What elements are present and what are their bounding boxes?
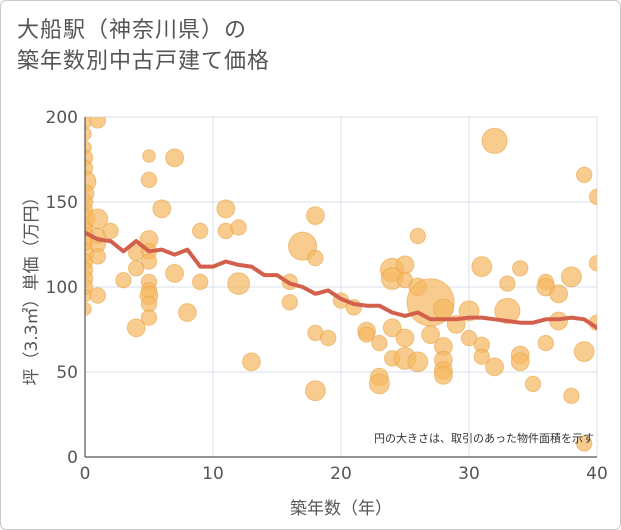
- x-tick-label: 10: [202, 464, 224, 484]
- bubble-point: [409, 227, 427, 245]
- bubble-point: [165, 263, 185, 283]
- bubble-point: [371, 334, 388, 352]
- bubble-point: [485, 357, 505, 377]
- bubble-point: [230, 219, 247, 236]
- bubble-size-note: 円の大きさは、取引のあった物件面積を示す: [374, 431, 594, 445]
- bubble-point: [140, 253, 158, 270]
- bubble-point: [368, 373, 390, 395]
- bubble-point: [588, 254, 597, 272]
- bubble-point: [524, 375, 542, 393]
- y-tick-label: 0: [67, 448, 78, 468]
- bubble-point: [165, 148, 185, 168]
- x-tick-label: 30: [458, 464, 480, 484]
- y-axis-label: 坪（3.3㎡）単価（万円）: [22, 188, 42, 385]
- bubble-point: [407, 351, 429, 373]
- bubble-point: [140, 171, 158, 189]
- bubble-point: [588, 188, 597, 206]
- bubble-point: [510, 352, 530, 372]
- x-tick-label: 0: [80, 464, 91, 484]
- bubble-point: [102, 222, 119, 240]
- bubble-point: [499, 275, 516, 292]
- tick-labels: 0 50 100 150 200 0 10 20 30 40: [46, 108, 608, 484]
- bubble-point: [494, 297, 521, 324]
- bubble-point: [281, 294, 299, 311]
- bubble-point: [573, 341, 595, 363]
- bubble-point: [89, 248, 107, 265]
- bubble-point: [152, 199, 172, 219]
- y-tick-label: 150: [46, 193, 78, 213]
- axes: [84, 117, 597, 458]
- bubble-point: [473, 348, 491, 365]
- x-axis-label: 築年数（年）: [290, 499, 392, 519]
- x-tick-label: 20: [330, 464, 352, 484]
- average-trend-line: [85, 230, 597, 330]
- bubble-point: [537, 334, 555, 352]
- bubble-point: [127, 260, 145, 277]
- chart-title-line-2: 築年数別中古戸建て価格: [17, 49, 271, 74]
- bubble-point: [126, 318, 146, 338]
- bubble-point: [89, 117, 107, 129]
- bubble-point: [395, 328, 415, 348]
- bubble-point: [432, 298, 454, 320]
- y-tick-label: 50: [56, 363, 78, 383]
- bubble-point: [177, 303, 197, 322]
- chart-title-line-1: 大船駅（神奈川県）の: [17, 18, 248, 43]
- bubble-point: [481, 127, 508, 154]
- bubble-point: [471, 256, 493, 278]
- bubble-point: [304, 380, 326, 402]
- bubble-point: [421, 325, 441, 345]
- bubble-point: [382, 318, 402, 338]
- bubble-point: [89, 287, 107, 304]
- bubble-point: [142, 149, 156, 163]
- x-tick-label: 40: [586, 464, 608, 484]
- trend-layer: [85, 230, 597, 330]
- bubble-point: [85, 302, 92, 316]
- bubble-point: [358, 326, 375, 343]
- bubble-point: [563, 387, 580, 405]
- bubble-point: [191, 222, 209, 240]
- bubble-point: [191, 273, 209, 291]
- bubble-point: [216, 199, 236, 219]
- bubble-point: [549, 284, 569, 304]
- chart-title: 大船駅（神奈川県）の 築年数別中古戸建て価格: [17, 15, 270, 77]
- bubble-point: [575, 166, 593, 184]
- bubble-point: [395, 255, 415, 275]
- bubble-point: [460, 329, 478, 347]
- bubble-point: [433, 365, 453, 385]
- y-tick-label: 200: [46, 108, 78, 128]
- bubble-point: [305, 206, 325, 226]
- bubble-point: [319, 329, 337, 347]
- bubble-point: [511, 260, 529, 277]
- bubble-point: [241, 352, 261, 372]
- bubble-point: [85, 127, 92, 141]
- bubble-point: [575, 435, 593, 452]
- bubble-point: [227, 272, 251, 296]
- bubble-point: [140, 309, 158, 326]
- bubble-layer: [85, 117, 597, 452]
- bubble-point: [307, 249, 324, 267]
- grid-lines: [85, 116, 598, 457]
- bubble-point: [560, 266, 582, 288]
- y-tick-label: 100: [46, 278, 78, 298]
- bubble-point: [115, 271, 132, 289]
